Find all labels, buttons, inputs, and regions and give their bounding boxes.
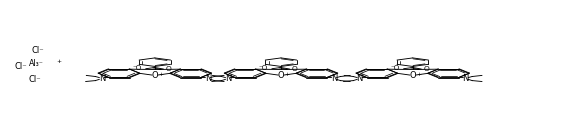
Text: N: N (356, 74, 363, 83)
Text: +: + (158, 72, 164, 77)
Text: Cl⁻: Cl⁻ (31, 46, 44, 55)
Text: Cl⁻: Cl⁻ (15, 62, 28, 71)
Text: N: N (463, 74, 469, 83)
Text: Al₃⁻: Al₃⁻ (29, 59, 44, 68)
Text: N: N (331, 74, 337, 83)
Text: O: O (166, 66, 171, 72)
Text: O: O (424, 66, 429, 72)
Text: O: O (410, 71, 416, 80)
Text: ⁻O: ⁻O (133, 65, 142, 71)
Text: +: + (284, 72, 289, 77)
Text: O: O (152, 71, 158, 80)
Text: O: O (292, 66, 298, 72)
Text: O: O (278, 71, 284, 80)
Text: N: N (225, 74, 231, 83)
Text: ⁻O: ⁻O (259, 65, 268, 71)
Text: N: N (99, 74, 105, 83)
Text: N: N (205, 74, 211, 83)
Text: +: + (57, 59, 62, 64)
Text: Cl⁻: Cl⁻ (29, 75, 42, 84)
Text: ⁻O: ⁻O (391, 65, 400, 71)
Text: +: + (416, 72, 421, 77)
